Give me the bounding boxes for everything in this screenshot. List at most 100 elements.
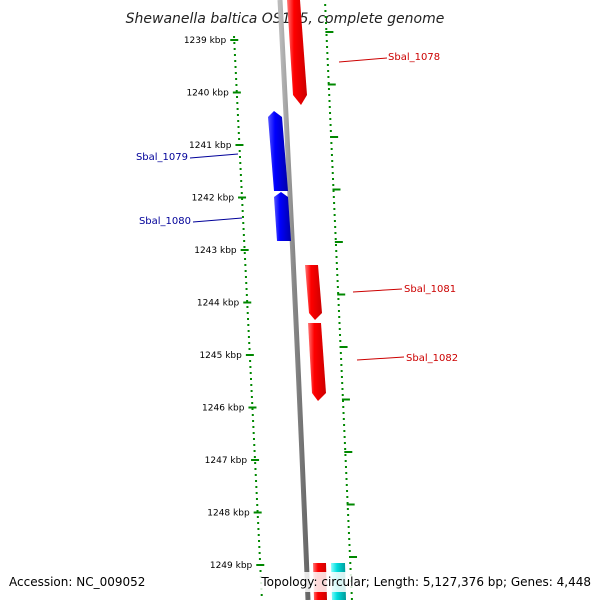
gene-sbal-1079[interactable] (268, 111, 288, 191)
ruler-dot (256, 510, 259, 512)
kbp-tick (253, 511, 262, 514)
ruler-dot (252, 420, 255, 422)
ruler-dot (337, 310, 340, 312)
ruler-dot (237, 120, 240, 122)
ruler-dot (257, 534, 260, 536)
ruler-dot (336, 280, 339, 282)
ruler-dot (257, 522, 260, 524)
ruler-dot (327, 76, 330, 78)
ruler-dot (326, 52, 329, 54)
kbp-tick (251, 459, 260, 461)
ruler-dot (255, 480, 258, 482)
gene-sbal-1080[interactable] (274, 192, 291, 241)
ruler-dot (347, 526, 350, 528)
ruler-dot (349, 568, 352, 570)
ruler-dot (334, 244, 337, 246)
ruler-dot (336, 274, 339, 276)
ruler-dot (252, 426, 255, 428)
ruler-dot (253, 450, 256, 452)
ruler-dot (235, 78, 238, 80)
ruler-dot (333, 220, 336, 222)
ruler-dot (346, 490, 349, 492)
ruler-dot (332, 184, 335, 186)
ruler-dot (324, 16, 327, 18)
ruler-dot (341, 382, 344, 384)
topology-summary: Topology: circular; Length: 5,127,376 bp… (260, 575, 591, 589)
ruler-dot (241, 210, 244, 212)
ruler-dot (343, 424, 346, 426)
ruler-dot (339, 352, 342, 354)
label-sbal-1082[interactable]: Sbal_1082 (406, 353, 458, 364)
ruler-dot (327, 82, 330, 84)
ruler-dot (328, 100, 331, 102)
ruler-dot (256, 516, 259, 518)
ruler-dot (324, 22, 327, 24)
ruler-dot (325, 28, 328, 30)
ruler-dot (244, 264, 247, 266)
ruler-dot (233, 48, 236, 50)
ruler-dot (334, 226, 337, 228)
ruler-dot (243, 246, 246, 248)
ruler-dot (243, 252, 246, 254)
kbp-tick (235, 144, 244, 146)
label-sbal-1081[interactable]: Sbal_1081 (404, 284, 456, 295)
label-sbal-1079[interactable]: Sbal_1079 (136, 152, 188, 163)
ruler-dot (333, 208, 336, 210)
ruler-dot (239, 174, 242, 176)
kbp-label: 1247 kbp (205, 456, 248, 466)
ruler-dot (342, 406, 345, 408)
ruler-dot (338, 328, 341, 330)
ruler-dot (344, 448, 347, 450)
ruler-dot (345, 472, 348, 474)
ruler-dash (330, 136, 339, 138)
ruler-dot (254, 474, 257, 476)
ruler-dot (328, 94, 331, 96)
ruler-dot (332, 190, 335, 192)
ruler-dot (329, 130, 332, 132)
ruler-dot (240, 180, 243, 182)
kbp-tick (243, 301, 252, 304)
kbp-label: 1242 kbp (192, 194, 235, 204)
ruler-dot (238, 156, 241, 158)
ruler-dot (237, 132, 240, 134)
kbp-tick (230, 39, 239, 41)
ruler-dot (254, 468, 257, 470)
ruler-dot (336, 286, 339, 288)
label-sbal-1080[interactable]: Sbal_1080 (139, 216, 191, 227)
ruler-dot (234, 60, 237, 62)
gene-sbal-1081[interactable] (305, 265, 322, 320)
ruler-dot (344, 466, 347, 468)
leader-sbal-1078 (338, 57, 388, 63)
kbp-label: 1244 kbp (197, 299, 240, 309)
gene-sbal-1078[interactable] (287, 0, 307, 105)
ruler-dot (350, 598, 353, 600)
leader-sbal-1080 (192, 217, 243, 223)
ruler-dot (234, 72, 237, 74)
kbp-label: 1239 kbp (184, 36, 227, 46)
kbp-label: 1246 kbp (202, 404, 245, 414)
ruler-dot (326, 64, 329, 66)
ruler-dash (325, 31, 334, 33)
ruler-dot (326, 46, 329, 48)
ruler-dot (250, 384, 253, 386)
ruler-dot (241, 216, 244, 218)
label-sbal-1078[interactable]: Sbal_1078 (388, 52, 440, 63)
ruler-dot (249, 372, 252, 374)
ruler-dot (250, 396, 253, 398)
kbp-tick (245, 354, 254, 356)
footer-right-bg (258, 572, 600, 592)
ruler-dot (251, 414, 254, 416)
ruler-dot (338, 322, 341, 324)
ruler-dash (349, 556, 358, 558)
ruler-dash (337, 293, 346, 296)
kbp-label: 1243 kbp (194, 246, 237, 256)
ruler-dot (337, 292, 340, 294)
gene-sbal-1082[interactable] (308, 323, 326, 401)
ruler-dot (254, 462, 257, 464)
ruler-dot (343, 430, 346, 432)
ruler-dot (250, 390, 253, 392)
ruler-dot (341, 394, 344, 396)
ruler-dot (328, 106, 331, 108)
ruler-dot (349, 562, 352, 564)
